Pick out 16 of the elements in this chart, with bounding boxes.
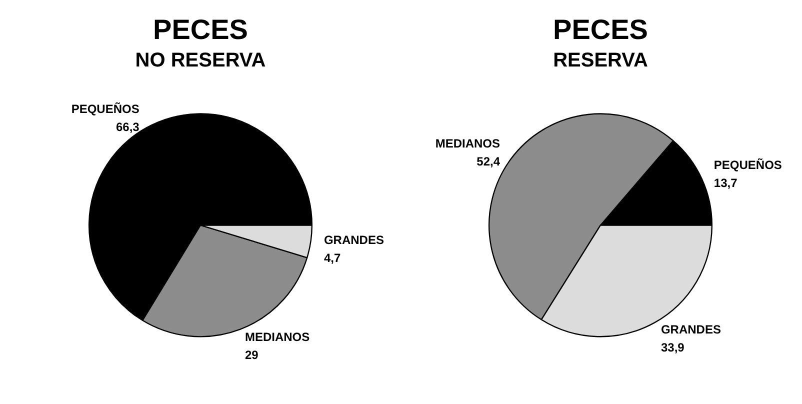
chart-title: PECES: [153, 14, 248, 46]
data-label: 4,7: [324, 251, 341, 266]
slice-label: MEDIANOS: [435, 136, 500, 150]
slice-label: MEDIANOS: [244, 330, 310, 344]
slice-label: GRANDES: [324, 233, 384, 248]
chart-subtitle: RESERVA: [553, 49, 648, 72]
chart-title: PECES: [553, 14, 648, 46]
data-label: 29: [244, 348, 259, 362]
slice-label: PEQUEÑOS: [71, 102, 140, 116]
slice-label: GRANDES: [660, 322, 721, 337]
data-label: 52,4: [476, 154, 500, 169]
data-label: 66,3: [116, 120, 140, 134]
chart-subtitle: NO RESERVA: [135, 49, 266, 72]
data-label: 13,7: [714, 176, 738, 190]
data-label: 33,9: [660, 340, 685, 355]
slice-label: PEQUEÑOS: [714, 158, 782, 172]
